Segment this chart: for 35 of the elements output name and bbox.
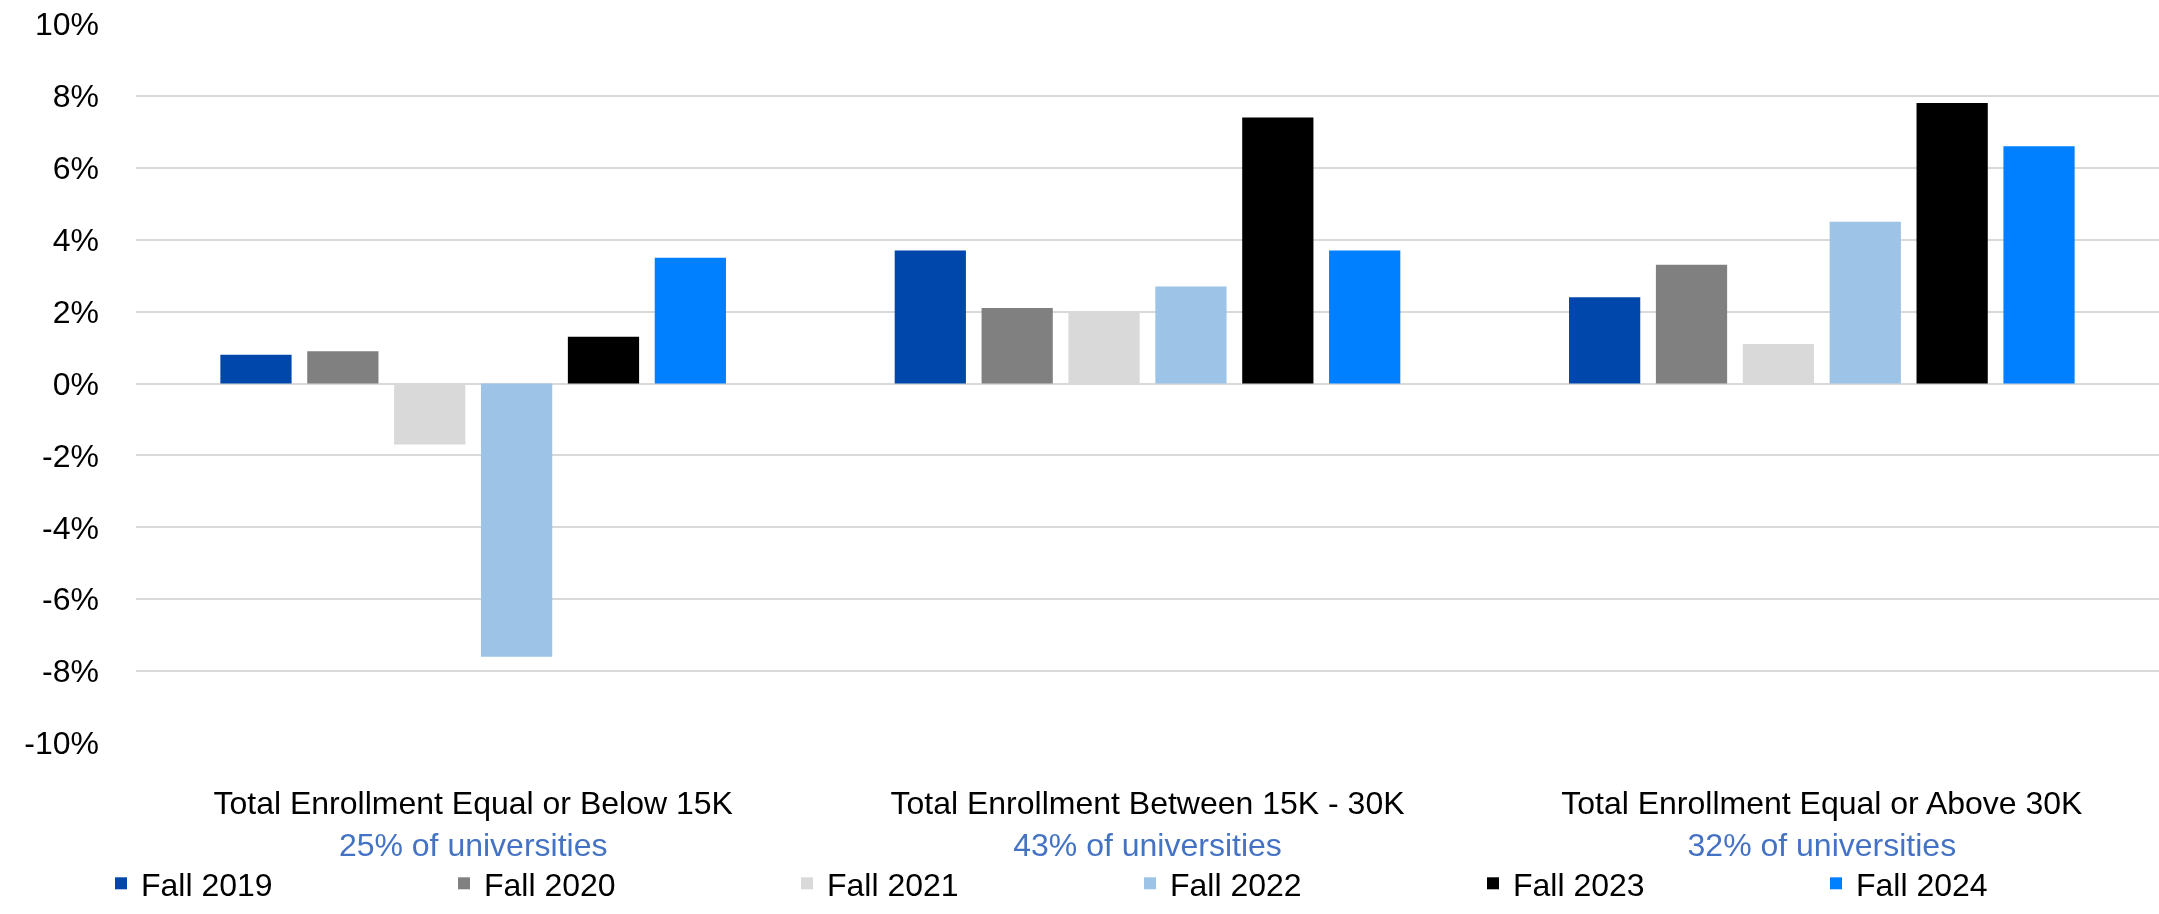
legend-label: Fall 2019 xyxy=(141,866,273,903)
bar xyxy=(567,336,640,384)
bar xyxy=(1329,250,1401,384)
y-tick-label: 6% xyxy=(52,150,99,186)
y-tick-label: 4% xyxy=(52,221,99,258)
bar xyxy=(1569,297,1641,384)
y-tick-label: 2% xyxy=(52,293,99,330)
legend-label: Fall 2021 xyxy=(827,866,959,903)
legend-label: Fall 2023 xyxy=(1513,866,1645,903)
y-tick-label: -8% xyxy=(42,653,99,690)
bar xyxy=(981,308,1053,384)
y-tick-label: -10% xyxy=(24,725,99,762)
bar xyxy=(894,250,966,384)
y-tick-label: 8% xyxy=(52,78,99,115)
bar xyxy=(654,257,726,384)
y-tick-label: 0% xyxy=(52,365,99,402)
bar xyxy=(1155,286,1227,384)
bar xyxy=(220,354,292,384)
legend-label: Fall 2022 xyxy=(1170,866,1302,903)
legend-label: Fall 2024 xyxy=(1856,866,1988,903)
bar xyxy=(1655,264,1728,384)
bar xyxy=(480,383,553,657)
x-tick-label: Total Enrollment Between 15K - 30K 43% of universities xyxy=(890,785,1405,863)
x-tick-label: Total Enrollment Equal or Below 15K 25% of universities xyxy=(213,785,733,863)
bar xyxy=(1916,103,1988,384)
y-tick-label: -4% xyxy=(42,509,99,546)
legend-label: Fall 2020 xyxy=(484,866,616,903)
bar xyxy=(2003,146,2075,384)
x-tick-label: Total Enrollment Equal or Above 30K 32% of universities xyxy=(1561,785,2083,863)
y-tick-label: -2% xyxy=(42,437,99,474)
bar xyxy=(307,351,379,384)
y-tick-label: 10% xyxy=(34,6,99,43)
bar xyxy=(1829,221,1901,384)
y-tick-label: -6% xyxy=(42,581,99,618)
bar xyxy=(1242,117,1314,384)
